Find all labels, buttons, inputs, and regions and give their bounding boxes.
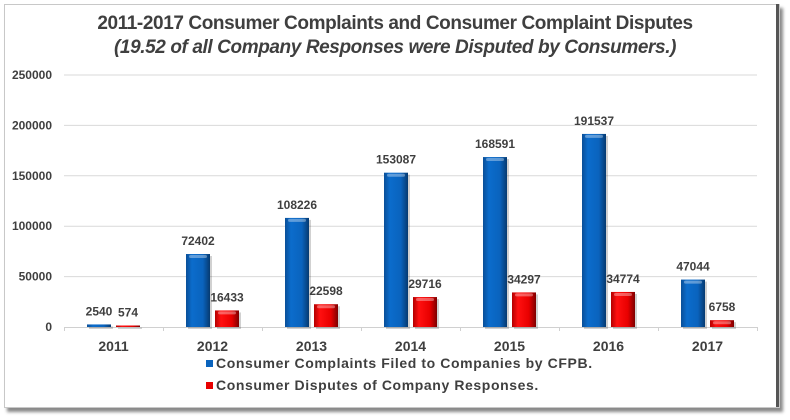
y-axis: 0 50000 100000 150000 200000 250000 [12,68,52,334]
bar-shadow [89,326,113,329]
bar-highlight [486,158,504,162]
y-tick-label: 200000 [12,118,52,132]
y-tick-label: 50000 [19,270,53,284]
x-tick-label: 2017 [692,338,723,354]
bar-highlight [416,298,434,302]
gridlines [64,74,757,278]
data-label: 34297 [507,272,541,286]
bar-highlight [218,311,236,315]
bar-disputes [413,297,437,327]
bar-highlight [189,255,207,259]
bar-shadow [118,327,142,329]
y-tick-label: 250000 [12,68,52,82]
data-label: 29716 [408,277,442,291]
x-tick-label: 2015 [494,338,525,354]
x-tick-label: 2012 [197,338,228,354]
bar-highlight [387,173,405,177]
data-labels: 2540 574 72402 16433 108226 22598 153087 29716 1… [86,114,736,320]
y-tick-label: 0 [45,320,52,334]
x-tick-label: 2011 [98,338,129,354]
bar-disputes [116,325,140,327]
bar-disputes [215,310,239,327]
legend-item-complaints: Consumer Complaints Filed to Companies b… [206,355,593,371]
data-label: 108226 [277,198,317,212]
data-label: 16433 [210,290,244,304]
y-tick-label: 100000 [12,219,52,233]
legend-label-complaints: Consumer Complaints Filed to Companies b… [216,355,593,371]
data-label: 72402 [181,234,215,248]
x-tick-label: 2013 [296,338,327,354]
bar-complaints [384,172,408,327]
bar-highlight [713,321,731,325]
chart-title: 2011-2017 Consumer Complaints and Consum… [97,13,693,34]
bar-complaints [582,133,606,327]
data-label: 2540 [86,304,113,318]
data-label: 191537 [574,114,614,128]
bar-highlight [317,305,335,309]
bar-highlight [614,292,632,296]
y-tick-label: 150000 [12,169,52,183]
data-label: 168591 [475,137,515,151]
x-tick-label: 2016 [593,338,624,354]
data-label: 6758 [709,300,736,314]
bar-complaints [87,324,111,327]
legend-swatch-red [206,381,213,389]
bar-disputes [611,291,635,327]
bar-disputes [314,304,338,327]
bar-complaints [186,254,210,327]
data-label: 574 [118,306,138,320]
bar-highlight [515,293,533,297]
bar-highlight [684,280,702,284]
legend-swatch-blue [206,359,213,367]
data-label: 153087 [376,153,416,167]
bar-complaints [483,157,507,327]
bar-highlight [585,134,603,138]
bar-highlight [288,218,306,222]
bar-complaints [285,217,309,327]
legend-item-disputes: Consumer Disputes of Company Responses. [206,377,539,393]
bar-disputes [512,292,536,327]
data-label: 22598 [309,284,343,298]
bars [87,133,736,329]
bar-disputes [710,320,734,327]
x-axis: 2011 2012 2013 2014 2015 2016 2017 [64,327,758,354]
legend-label-disputes: Consumer Disputes of Company Responses. [216,377,539,393]
bar-complaints [681,279,705,327]
chart-subtitle: (19.52 of all Company Responses were Dis… [114,37,676,58]
frame-edge [776,4,779,407]
x-tick-label: 2014 [395,338,426,354]
data-label: 34774 [606,272,640,286]
data-label: 47044 [676,260,710,274]
